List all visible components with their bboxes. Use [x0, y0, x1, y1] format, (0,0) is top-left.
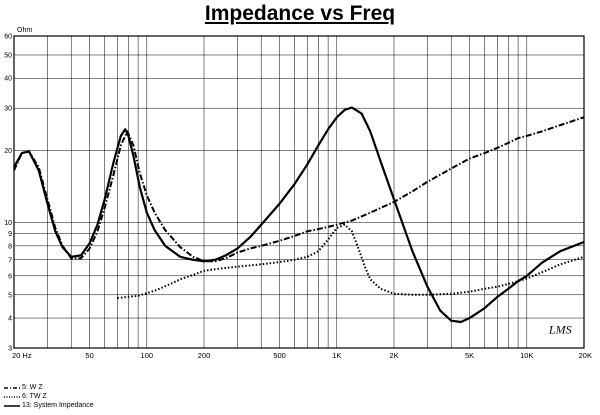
y-axis-label: Ohm	[17, 27, 32, 34]
y-tick-label: 7	[8, 257, 12, 264]
series-line-dashdot	[13, 116, 585, 263]
legend-item-system: 13: System Impedance	[4, 401, 94, 410]
x-tick-label: 100	[141, 351, 154, 360]
legend-label: 5: W Z	[22, 384, 43, 391]
legend: 5: W Z 6: TW Z 13: System Impedance	[4, 383, 94, 410]
x-tick-label: 20 Hz	[12, 351, 32, 360]
y-tick-label: 50	[4, 52, 12, 59]
legend-swatch-dashdot	[4, 386, 20, 389]
y-tick-label: 5	[8, 292, 12, 299]
x-tick-label: 10K	[520, 351, 533, 360]
x-tick-label: 500	[273, 351, 286, 360]
plot-frame	[13, 35, 585, 349]
legend-item-wz: 5: W Z	[4, 383, 94, 392]
y-tick-label: 3	[8, 346, 12, 353]
series-line-dotted	[117, 223, 585, 299]
y-tick-label: 4	[8, 316, 12, 323]
y-tick-label: 9	[8, 231, 12, 238]
y-tick-label: 30	[4, 106, 12, 113]
x-tick-label: 50	[85, 351, 93, 360]
watermark-logo: LMS	[548, 322, 572, 336]
legend-swatch-solid	[4, 404, 20, 407]
x-tick-label: 200	[198, 351, 211, 360]
x-tick-label: 2K	[389, 351, 398, 360]
y-tick-label: 40	[4, 76, 12, 83]
y-tick-label: 10	[4, 220, 12, 227]
legend-label: 6: TW Z	[22, 393, 47, 400]
y-tick-label: 8	[8, 243, 12, 250]
legend-label: 13: System Impedance	[22, 402, 94, 409]
x-tick-label: 1K	[332, 351, 341, 360]
legend-item-twz: 6: TW Z	[4, 392, 94, 401]
legend-swatch-dotted	[4, 395, 20, 398]
y-tick-label: 20	[4, 148, 12, 155]
series-line-solid	[13, 106, 585, 324]
x-tick-label: 20K	[579, 351, 592, 360]
x-tick-label: 5K	[465, 351, 474, 360]
y-tick-label: 6	[8, 273, 12, 280]
chart-title: Impedance vs Freq	[204, 2, 396, 25]
y-tick-label: 60	[4, 34, 12, 41]
